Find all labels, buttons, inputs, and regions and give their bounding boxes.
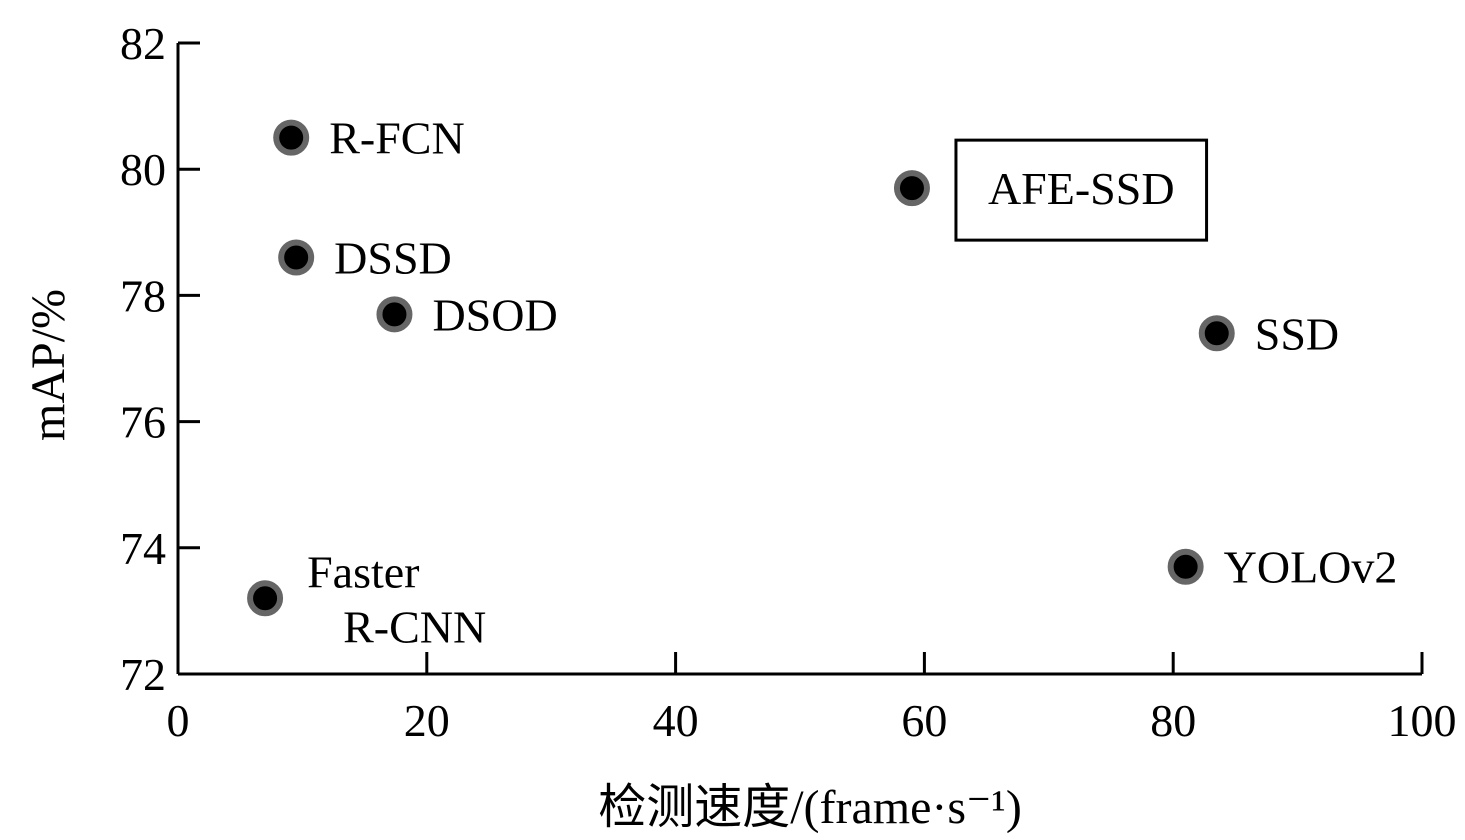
y-tick-label: 82 <box>120 18 166 69</box>
data-label: DSOD <box>432 289 557 340</box>
data-point <box>1198 315 1235 352</box>
y-axis-title: mAP/% <box>22 289 75 441</box>
data-point <box>247 580 284 617</box>
data-label: SSD <box>1255 308 1339 359</box>
data-point <box>1167 548 1204 585</box>
x-tick-label: 100 <box>1388 695 1457 746</box>
data-label: R-CNN <box>343 601 486 652</box>
ticks: 72 74 76 78 80 82 0 20 40 60 80 100 <box>120 18 1457 746</box>
y-tick-label: 78 <box>120 270 166 321</box>
y-tick-label: 74 <box>120 523 166 574</box>
y-tick-label: 72 <box>120 649 166 700</box>
x-axis-title: 检测速度/(frame·s⁻¹) <box>598 781 1022 834</box>
data-label: AFE-SSD <box>988 163 1175 214</box>
y-tick-label: 80 <box>120 144 166 195</box>
highlight-box <box>954 138 1209 242</box>
x-tick-label: 40 <box>653 695 699 746</box>
data-point <box>893 170 930 207</box>
data-label: DSSD <box>334 233 452 284</box>
data-point <box>376 296 413 333</box>
data-point <box>278 239 315 276</box>
y-tick-label: 76 <box>120 397 166 448</box>
axes <box>176 43 1422 676</box>
x-tick-label: 60 <box>901 695 947 746</box>
x-tick-label: 0 <box>167 695 190 746</box>
x-tick-label: 80 <box>1150 695 1196 746</box>
x-tick-label: 20 <box>404 695 450 746</box>
data-point <box>273 119 310 156</box>
data-label: Faster <box>307 546 419 597</box>
data-label: R-FCN <box>329 113 464 164</box>
data-label: YOLOv2 <box>1224 542 1398 593</box>
